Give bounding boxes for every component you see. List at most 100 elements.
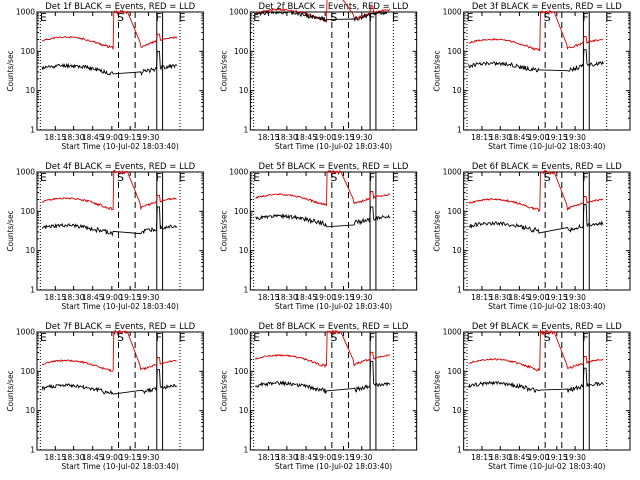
marker-label: S (544, 171, 551, 184)
series-line-events (255, 10, 391, 23)
marker-label: F (156, 11, 162, 24)
chart-title: Det 9f BLACK = Events, RED = LLD (472, 322, 622, 332)
y-tick-label: 10 (25, 406, 35, 415)
x-tick-label: 19:00 (314, 133, 336, 142)
x-tick-label: 18:30 (63, 453, 85, 462)
x-tick-label: 18:30 (489, 293, 511, 302)
marker-label: E (40, 11, 47, 24)
series-line-lld (468, 329, 604, 372)
plot-frame (463, 331, 631, 451)
plot-frame (36, 331, 204, 451)
x-axis-label: Start Time (10-Jul-02 18:03:40) (275, 302, 392, 311)
x-axis-label: Start Time (10-Jul-02 18:03:40) (275, 142, 392, 151)
x-tick-label: 19:30 (351, 453, 373, 462)
x-tick-label: 19:00 (101, 453, 123, 462)
plot-frame (36, 11, 204, 131)
x-tick-label: 18:45 (82, 133, 104, 142)
marker-label: F (156, 331, 162, 344)
x-tick-label: 18:45 (295, 293, 317, 302)
x-tick-label: 19:30 (138, 453, 160, 462)
series-line-events (468, 367, 604, 393)
y-tick-label: 10 (25, 246, 35, 255)
y-tick-label: 1 (457, 126, 462, 135)
y-axis-label: Counts/sec (219, 50, 228, 91)
plot-frame (249, 11, 418, 131)
x-axis-label: Start Time (10-Jul-02 18:03:40) (488, 462, 605, 471)
x-tick-label: 18:15 (471, 453, 493, 462)
x-axis-label: Start Time (10-Jul-02 18:03:40) (488, 302, 605, 311)
x-tick-label: 19:15 (333, 293, 355, 302)
y-tick-label: 10 (452, 86, 462, 95)
x-tick-label: 19:00 (314, 293, 336, 302)
marker-label: E (392, 11, 399, 24)
series-line-events (468, 203, 604, 234)
marker-label: S (117, 11, 124, 24)
y-tick-label: 1 (244, 286, 249, 295)
y-tick-label: 100 (447, 367, 462, 376)
chart-panel-2: Det 2f BLACK = Events, RED = LLD 1 10 100 10… (219, 0, 418, 151)
marker-label: E (253, 331, 260, 344)
y-tick-label: 10 (239, 86, 249, 95)
x-tick-label: 18:45 (295, 453, 317, 462)
x-tick-label: 19:00 (528, 453, 550, 462)
y-tick-label: 1 (30, 446, 35, 455)
chart-panel-5: Det 5f BLACK = Events, RED = LLD 1 10 100 10… (219, 162, 418, 311)
y-tick-label: 1000 (229, 168, 248, 177)
x-tick-label: 19:00 (528, 293, 550, 302)
y-axis-label: Counts/sec (433, 370, 442, 411)
series-line-events (255, 206, 391, 228)
y-tick-label: 100 (21, 47, 36, 56)
marker-label: S (330, 11, 337, 24)
marker-label: E (253, 171, 260, 184)
x-tick-label: 18:30 (489, 133, 511, 142)
y-axis-label: Counts/sec (219, 210, 228, 251)
marker-label: E (605, 11, 612, 24)
x-axis-label: Start Time (10-Jul-02 18:03:40) (61, 142, 178, 151)
x-tick-label: 19:15 (546, 133, 568, 142)
y-tick-label: 1000 (443, 328, 462, 337)
y-tick-label: 100 (234, 47, 249, 56)
marker-label: E (179, 171, 186, 184)
marker-label: S (330, 331, 337, 344)
series-line-lld (255, 169, 391, 207)
series-line-lld (41, 8, 178, 50)
chart-title: Det 5f BLACK = Events, RED = LLD (259, 162, 409, 172)
series-line-events (254, 360, 391, 394)
series-line-events (41, 50, 178, 77)
marker-label: E (467, 331, 474, 344)
chart-panel-6: Det 6f BLACK = Events, RED = LLD 1 10 100 10… (433, 162, 631, 311)
series-line-events (41, 369, 177, 395)
x-axis-label: Start Time (10-Jul-02 18:03:40) (61, 462, 178, 471)
x-tick-label: 19:30 (138, 293, 160, 302)
x-tick-label: 18:45 (509, 453, 531, 462)
series-line-lld (468, 9, 604, 52)
marker-label: E (40, 331, 47, 344)
x-tick-label: 18:30 (276, 293, 298, 302)
marker-label: S (544, 331, 551, 344)
chart-panel-1: Det 1f BLACK = Events, RED = LLD 1 10 100 10… (6, 2, 204, 151)
marker-label: E (605, 331, 612, 344)
x-axis-label: Start Time (10-Jul-02 18:03:40) (61, 302, 178, 311)
y-tick-label: 1 (30, 286, 35, 295)
marker-label: E (253, 11, 260, 24)
y-tick-label: 1 (244, 446, 249, 455)
y-tick-label: 10 (452, 406, 462, 415)
x-tick-label: 19:30 (138, 133, 160, 142)
x-tick-label: 18:15 (44, 133, 66, 142)
plot-frame (249, 331, 418, 451)
plot-frame (249, 171, 418, 291)
y-tick-label: 100 (21, 367, 36, 376)
x-axis-label: Start Time (10-Jul-02 18:03:40) (275, 462, 392, 471)
chart-panel-8: Det 8f BLACK = Events, RED = LLD 1 10 100 10… (219, 322, 418, 471)
y-axis-label: Counts/sec (433, 210, 442, 251)
y-tick-label: 1000 (16, 328, 35, 337)
y-tick-label: 1 (457, 446, 462, 455)
x-tick-label: 18:15 (258, 453, 280, 462)
marker-label: F (582, 171, 588, 184)
series-line-lld (41, 329, 177, 372)
y-tick-label: 1000 (229, 328, 248, 337)
marker-label: E (40, 171, 47, 184)
x-tick-label: 19:00 (528, 133, 550, 142)
marker-label: S (330, 171, 337, 184)
